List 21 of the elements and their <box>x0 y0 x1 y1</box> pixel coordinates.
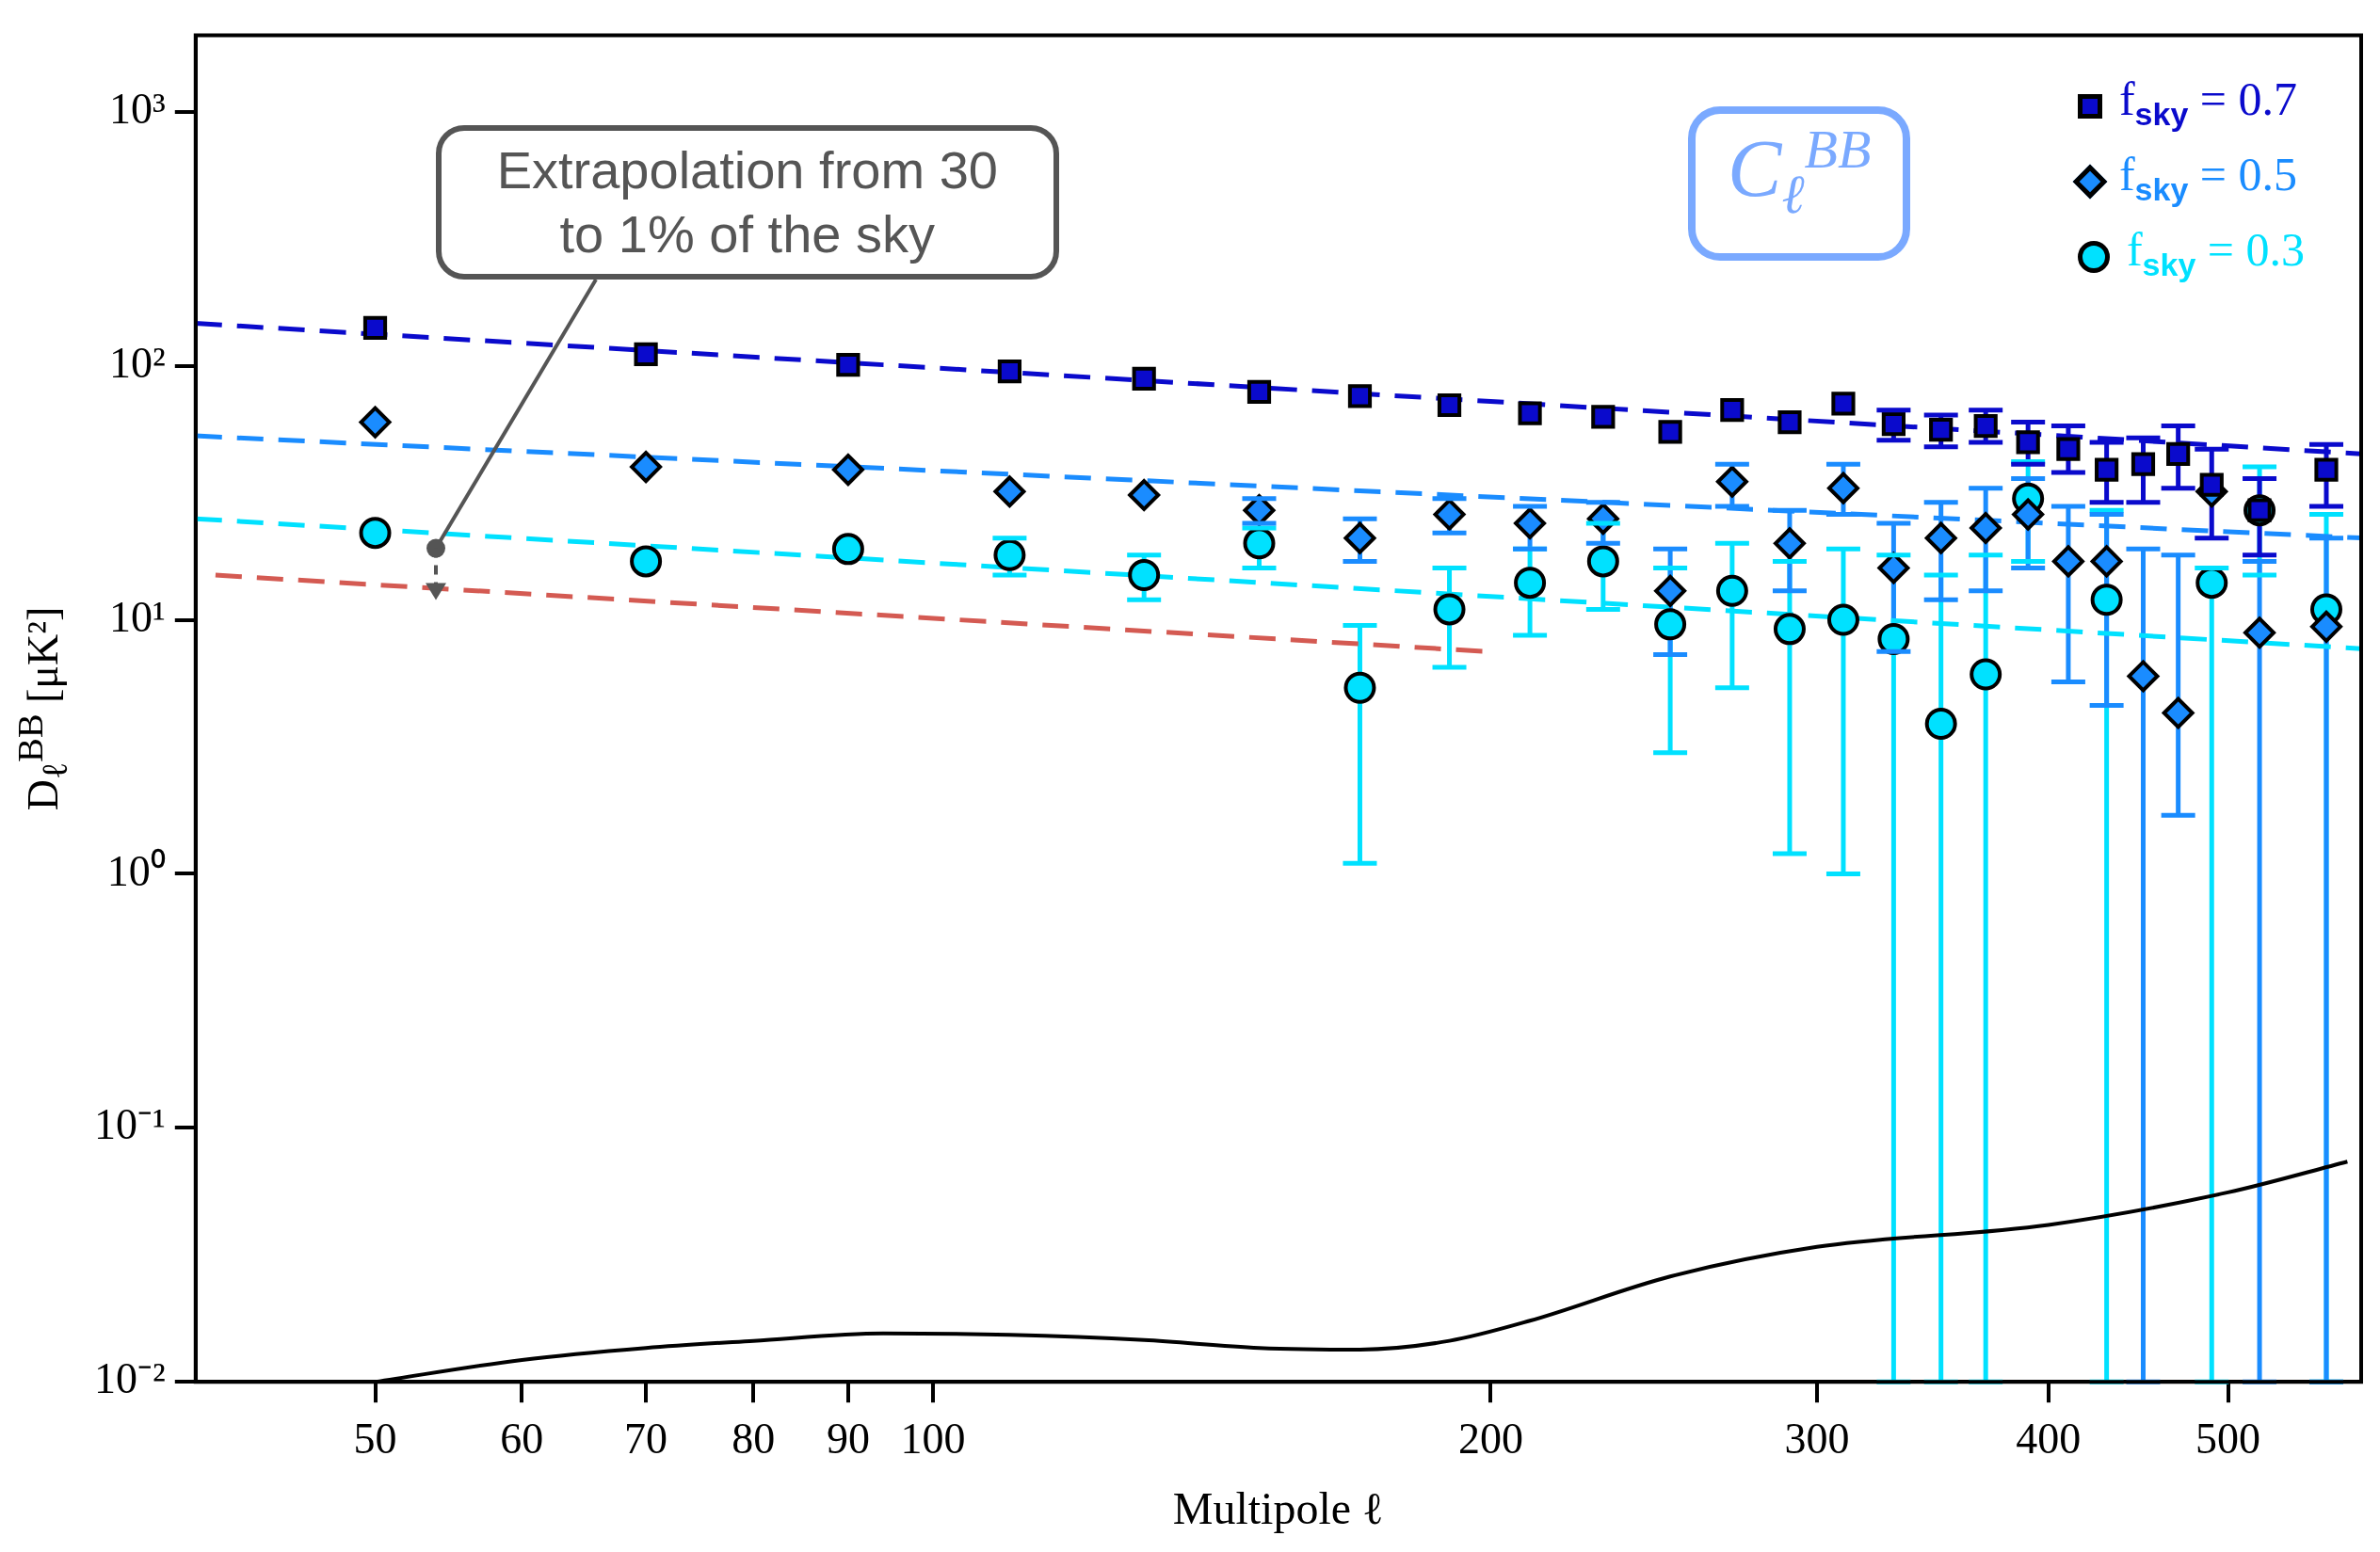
x-tick-label: 70 <box>624 1414 668 1463</box>
annotation: Extrapolation from 30 to 1% of the sky <box>435 124 1059 280</box>
x-tick-label: 60 <box>500 1414 544 1463</box>
x-tick-label: 50 <box>353 1414 397 1463</box>
x-tick-label: 90 <box>826 1414 870 1463</box>
y-tick-label: 10⁻² <box>93 1354 166 1403</box>
x-tick-label: 400 <box>2016 1414 2082 1463</box>
x-tick-label: 200 <box>1457 1414 1523 1463</box>
legend-label: f$_{sky}$ = 0.5 <box>2118 146 2297 209</box>
y-tick-label: 10¹ <box>108 592 166 641</box>
x-tick-label: 80 <box>732 1414 776 1463</box>
y-tick-label: 10³ <box>108 84 166 133</box>
x-tick-label: 500 <box>2195 1414 2261 1463</box>
x-tick-label: 100 <box>900 1414 966 1463</box>
y-tick-label: 10⁰ <box>106 846 166 895</box>
legend-label: f$_{sky}$ = 0.7 <box>2118 71 2297 134</box>
y-tick-label: 10⁻¹ <box>93 1100 166 1149</box>
legend-label: f$_{sky}$ = 0.3 <box>2126 221 2305 284</box>
y-tick-label: 10² <box>108 338 166 387</box>
x-axis-title: Multipole ℓ <box>1172 1482 1385 1533</box>
x-tick-label: 300 <box>1784 1414 1850 1463</box>
